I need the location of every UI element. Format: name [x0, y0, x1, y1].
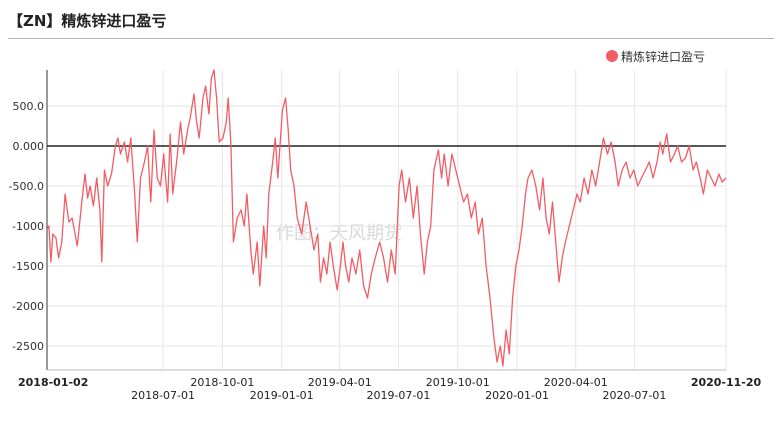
y-tick-label: -1500 [12, 260, 44, 273]
legend[interactable]: 精炼锌进口盈亏 [606, 48, 705, 64]
axes [46, 70, 726, 371]
x-tick-labels: 2018-01-02 2018-07-012018-10-012019-01-01… [18, 376, 762, 402]
title-divider [8, 38, 774, 39]
legend-marker [606, 50, 618, 62]
x-tick-label: 2019-10-01 [426, 376, 490, 389]
y-tick-label: -500.0 [9, 180, 44, 193]
x-tick-label: 2019-04-01 [308, 376, 372, 389]
x-tick-label: 2020-04-01 [544, 376, 608, 389]
x-tick-label: 2018-10-01 [190, 376, 254, 389]
series-layer [46, 69, 727, 367]
x-tick-label: 2019-07-01 [366, 389, 430, 402]
y-tick-label: -1000 [12, 220, 44, 233]
x-tick-label: 2020-11-20 [691, 376, 762, 389]
series-line [46, 69, 727, 367]
x-tick-label: 2018-01-02 [18, 376, 88, 389]
x-tick-label: 2020-07-01 [602, 389, 666, 402]
y-tick-label: -2000 [12, 300, 44, 313]
y-tick-labels: 500.0 0.000 -500.0 -1000 -1500 -2000 -2500 [9, 100, 44, 353]
y-tick-label: -2500 [12, 340, 44, 353]
gridlines [46, 70, 727, 370]
x-tick-label: 2018-07-01 [131, 389, 195, 402]
legend-label: 精炼锌进口盈亏 [621, 49, 706, 64]
watermark: 作图：天风期货 [276, 223, 402, 244]
chart-title: 【ZN】精炼锌进口盈亏 [8, 12, 167, 30]
x-tick-label: 2019-01-01 [250, 389, 314, 402]
y-tick-label: 500.0 [13, 100, 45, 113]
y-tick-label: 0.000 [13, 140, 45, 153]
x-tick-label: 2020-01-01 [485, 389, 549, 402]
